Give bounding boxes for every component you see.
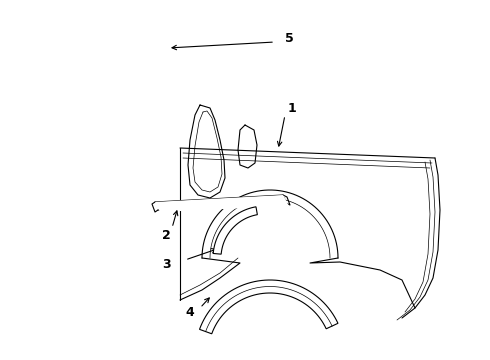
Text: 3: 3 [162,257,171,270]
Polygon shape [199,280,338,334]
Text: 1: 1 [288,102,297,114]
Polygon shape [180,148,202,258]
Polygon shape [155,195,289,212]
Polygon shape [213,207,257,254]
Text: 5: 5 [285,32,294,45]
Text: 2: 2 [162,229,171,242]
Text: 4: 4 [185,306,194,320]
Polygon shape [180,148,440,300]
